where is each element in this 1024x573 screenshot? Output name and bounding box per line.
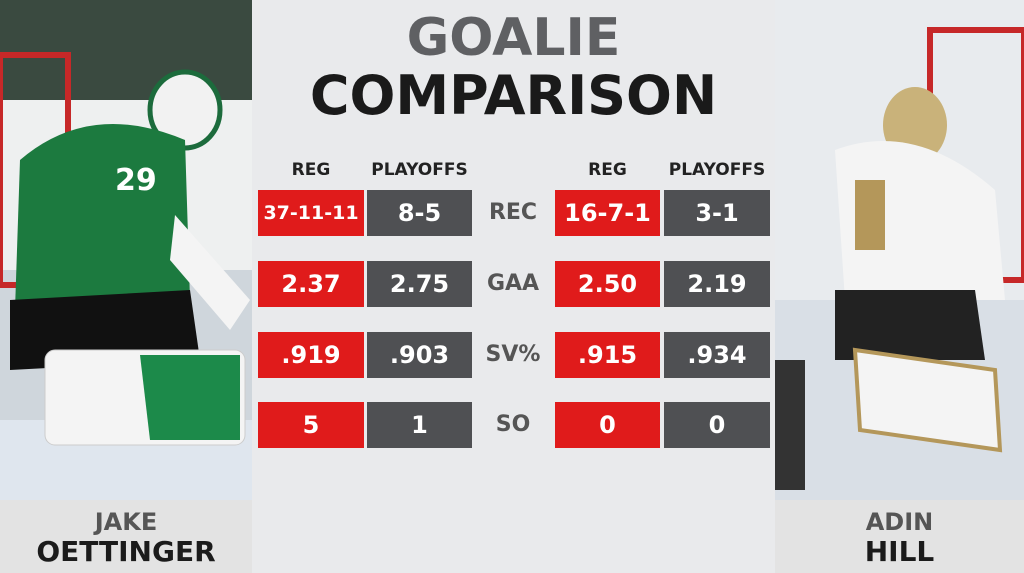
stat-cell: .934	[664, 332, 770, 378]
player-nameplate: JAKE OETTINGER	[0, 500, 252, 573]
player-last-name: OETTINGER	[36, 535, 216, 568]
row-label: SV%	[485, 342, 541, 367]
stat-cell: .903	[367, 332, 472, 378]
stat-cell: 1	[367, 402, 472, 448]
player-first-name: ADIN	[865, 508, 934, 536]
stat-cell: 16-7-1	[555, 190, 660, 236]
row-label: SO	[495, 412, 531, 437]
column-header: PLAYOFFS	[371, 160, 468, 180]
row-label: REC	[488, 200, 538, 225]
svg-text:29: 29	[115, 163, 157, 198]
goalie-illustration	[775, 0, 1024, 490]
title-line: COMPARISON	[309, 64, 718, 127]
stat-cell: 0	[664, 402, 770, 448]
title-line: GOALIE	[406, 8, 621, 68]
stat-cell: 0	[555, 402, 660, 448]
column-header: REG	[291, 160, 331, 180]
row-label: GAA	[486, 271, 540, 296]
stat-cell: .915	[555, 332, 660, 378]
column-header: REG	[588, 160, 627, 180]
player-nameplate: ADIN HILL	[775, 500, 1024, 573]
stat-cell: 3-1	[664, 190, 770, 236]
stat-cell: 8-5	[367, 190, 472, 236]
stat-cell: 2.75	[367, 261, 472, 307]
right-photo	[775, 0, 1024, 500]
goalie-illustration: 29	[0, 0, 252, 500]
stat-cell: 2.50	[555, 261, 660, 307]
player-first-name: JAKE	[94, 508, 158, 536]
player-last-name: HILL	[864, 535, 935, 568]
column-header: PLAYOFFS	[668, 160, 766, 180]
stat-cell: 2.19	[664, 261, 770, 307]
stat-cell: 5	[258, 402, 364, 448]
stat-cell: 2.37	[258, 261, 364, 307]
stat-cell: 37-11-11	[258, 190, 364, 236]
left-photo: 29	[0, 0, 252, 500]
stat-cell: .919	[258, 332, 364, 378]
